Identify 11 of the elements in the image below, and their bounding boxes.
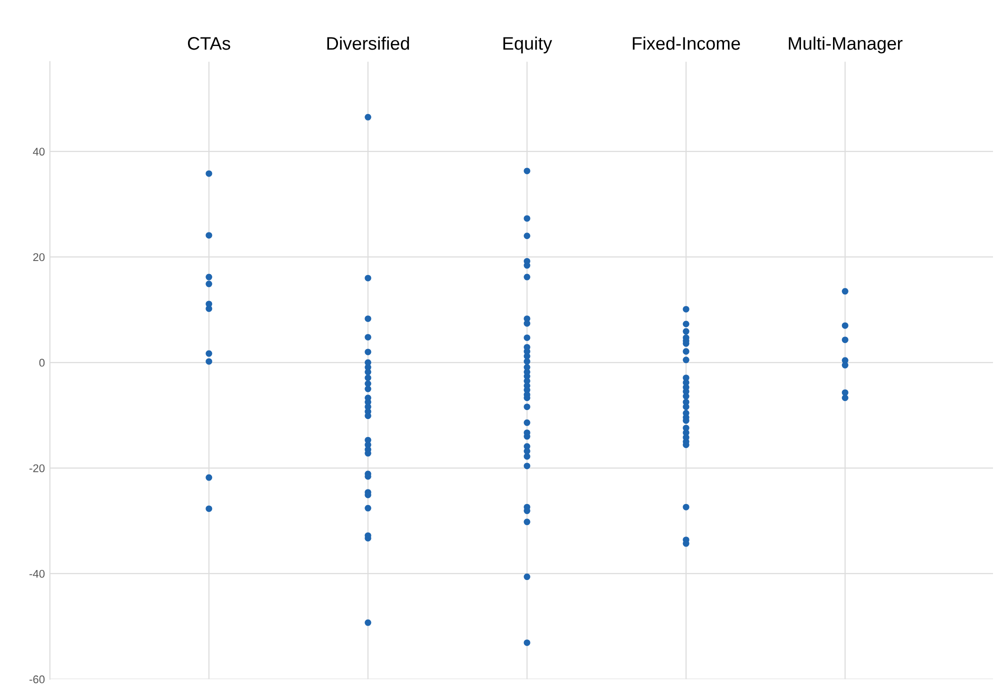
- y-tick-label: -60: [29, 675, 45, 684]
- y-tick-label: 20: [33, 253, 45, 262]
- y-tick-label: 0: [39, 358, 45, 367]
- x-tick-label: Diversified: [327, 36, 409, 50]
- y-tick-label: 40: [32, 148, 45, 156]
- x-tick-label: Fixed-Income: [632, 36, 740, 50]
- x-tick-label: Multi-Manager: [788, 36, 903, 54]
- x-tick-label: CTAs: [188, 37, 230, 50]
- x-tick-label: Equity: [503, 36, 552, 54]
- y-tick-label: -20: [29, 464, 45, 472]
- y-tick-label: -40: [29, 570, 45, 578]
